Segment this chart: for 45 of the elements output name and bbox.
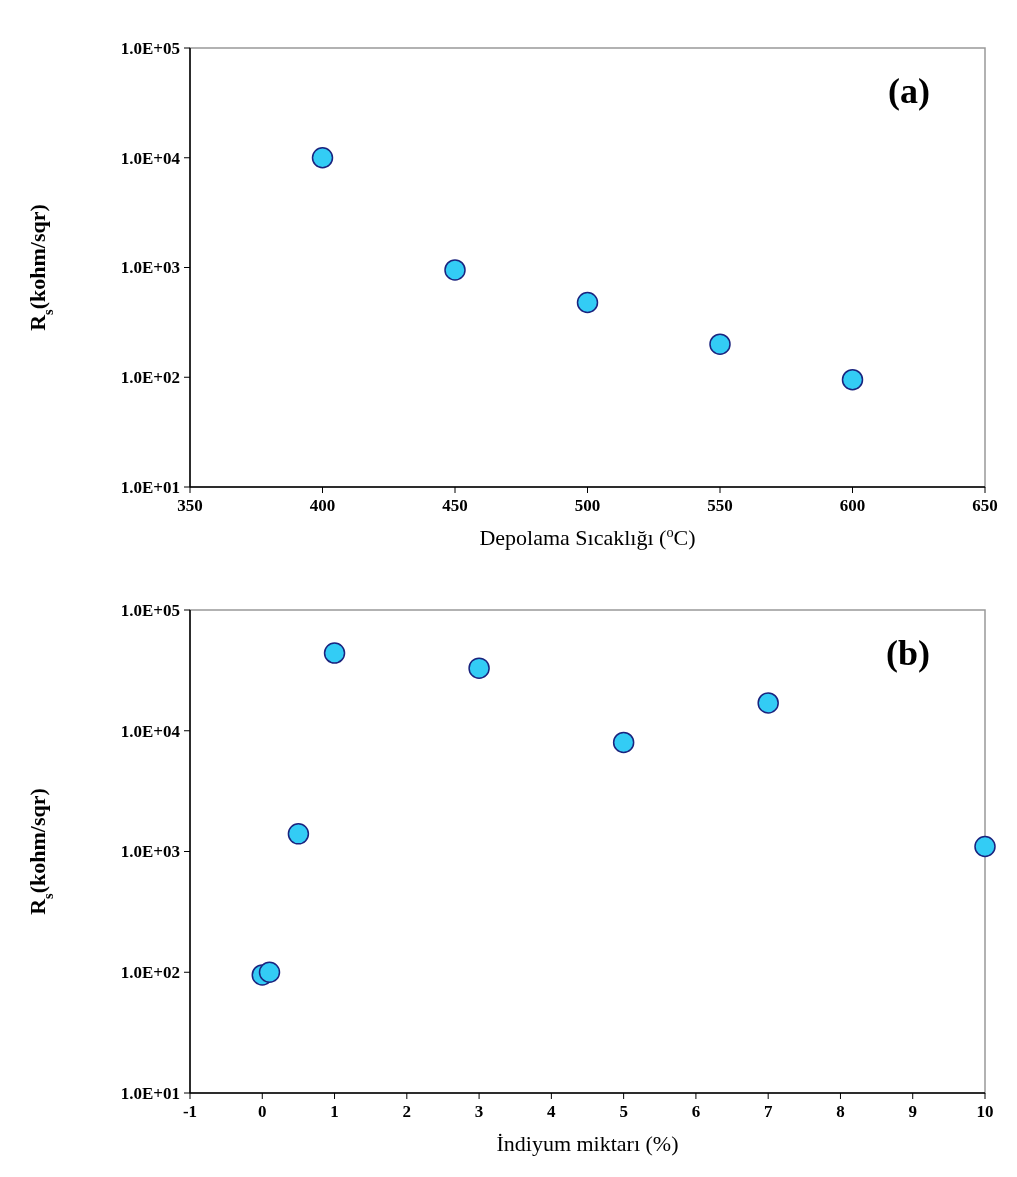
y-tick-label: 1.0E+04	[120, 148, 181, 168]
x-axis-title: Depolama Sıcaklığı ($^{o}$C)	[479, 524, 696, 550]
x-tick-label: 1	[330, 1102, 339, 1121]
point	[287, 823, 310, 845]
annotation: (b)	[886, 633, 930, 673]
x-tick-label: 8	[836, 1102, 845, 1121]
point	[612, 731, 635, 754]
point	[444, 259, 466, 281]
x-tick-label: 0	[258, 1102, 267, 1121]
x-tick-label: 6	[691, 1102, 701, 1121]
x-tick-label: 2	[402, 1102, 412, 1121]
y-tick-label: 1.0E+03	[120, 842, 180, 862]
point	[323, 642, 346, 664]
point	[311, 147, 334, 169]
y-tick-label: 1.0E+01	[120, 1083, 180, 1103]
x-tick-label: 9	[908, 1102, 917, 1121]
x-tick-label: 650	[972, 496, 998, 515]
x-tick-label: 10	[976, 1102, 994, 1121]
x-tick-label: 7	[763, 1102, 773, 1121]
x-tick-label: 350	[177, 496, 203, 515]
x-tick-label: 400	[309, 496, 336, 515]
y-tick-label: 1.0E+02	[120, 963, 180, 983]
x-tick-label: -1	[182, 1102, 198, 1121]
x-axis-title: İndiyum miktarı (%)	[496, 1131, 679, 1156]
y-tick-label: 1.0E+01	[120, 477, 180, 497]
point	[757, 692, 779, 714]
point	[258, 961, 281, 983]
point	[576, 291, 599, 314]
y-tick-label: 1.0E+04	[120, 721, 181, 741]
y-tick-label: 1.0E+03	[120, 258, 180, 278]
point	[974, 835, 996, 858]
x-tick-label: 5	[619, 1102, 628, 1121]
y-tick-label: 1.0E+05	[120, 38, 180, 58]
x-tick-label: 600	[839, 496, 866, 515]
x-tick-label: 500	[574, 496, 601, 515]
x-tick-label: 450	[442, 496, 468, 515]
y-tick-label: 1.0E+05	[120, 600, 180, 620]
x-tick-label: 4	[547, 1102, 557, 1121]
annotation: (a)	[888, 71, 930, 111]
point	[841, 368, 864, 391]
point	[709, 333, 731, 355]
y-tick-label: 1.0E+02	[120, 368, 180, 388]
x-tick-label: 3	[474, 1102, 484, 1121]
x-tick-label: 550	[707, 496, 733, 515]
point	[468, 657, 490, 679]
